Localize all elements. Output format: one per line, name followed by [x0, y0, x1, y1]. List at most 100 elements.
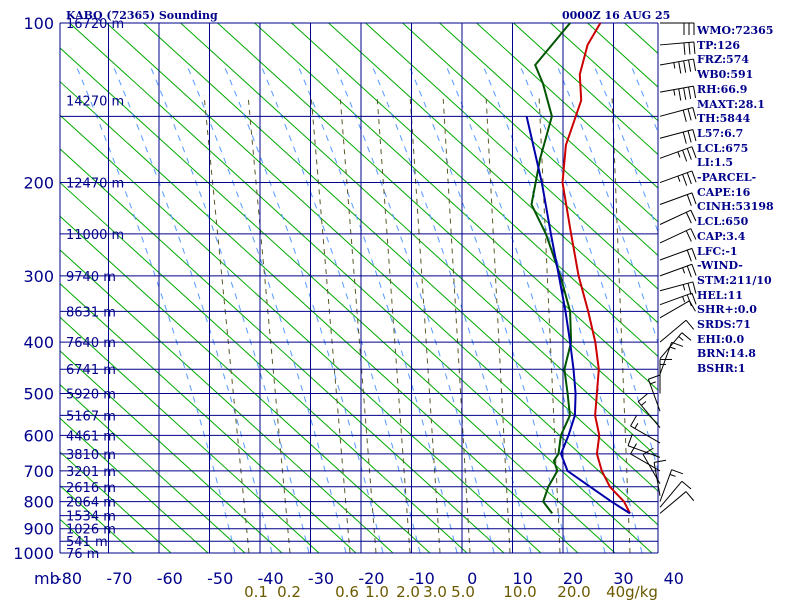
wind-barb-half-flag [673, 89, 676, 96]
mixing-ratio-line [339, 94, 377, 553]
pressure-tick-label: 200 [23, 174, 54, 193]
wind-barb [630, 415, 661, 444]
moist-adiabat-line [555, 62, 658, 345]
wind-barb-staff [627, 445, 661, 458]
wind-barb-half-flag [673, 62, 676, 69]
wind-barb-half-flag [682, 284, 686, 291]
wind-barb-staff [659, 41, 694, 46]
dry-adiabat-line [623, 23, 658, 55]
dry-adiabat-line [216, 23, 658, 425]
moist-adiabat-line [629, 62, 658, 134]
mixing-ratio-label: 2.0 [396, 583, 420, 600]
index-line: STM:211/10 [697, 273, 772, 287]
wind-barb [659, 107, 697, 122]
dewpoint-line [530, 23, 573, 515]
wind-barb-staff [653, 462, 661, 496]
mixing-ratio-line [310, 94, 351, 553]
wind-barb-flag [691, 192, 697, 205]
temperature-tick-label: -80 [56, 569, 82, 588]
wind-barb-flag [686, 148, 692, 160]
temperature-tick-label: -30 [308, 569, 334, 588]
height-label: 12470 m [66, 177, 124, 192]
mixing-ratio-line [247, 94, 291, 553]
wind-barb-flag [685, 491, 695, 502]
wind-barb-half-flag [641, 401, 647, 406]
wind-barb-flag [685, 319, 695, 330]
wind-barb-flag [681, 332, 692, 341]
wind-barb-staff [659, 209, 692, 225]
wind-barb [659, 341, 684, 375]
wind-barb [659, 247, 697, 262]
mixing-ratio-lines [203, 94, 631, 553]
wind-barb-staff [630, 425, 661, 444]
wind-barb-flag [692, 86, 697, 99]
wind-barb-staff [659, 319, 687, 343]
dry-adiabat-line [179, 23, 658, 459]
wind-barb [637, 393, 661, 428]
sounding-time: 0000Z 16 AUG 25 [562, 9, 671, 22]
moist-adiabat-line [407, 62, 569, 553]
dry-adiabat-line [475, 23, 658, 189]
wind-barb-flag [690, 209, 697, 222]
mixing-ratio-line [485, 94, 511, 553]
wind-barb-flag [682, 174, 688, 186]
mixing-ratio-line [203, 94, 250, 553]
height-label: 3810 m [66, 448, 116, 463]
wind-barb-half-flag [677, 175, 681, 182]
height-label: 7640 m [66, 336, 116, 351]
moist-adiabat-line [111, 62, 273, 553]
moist-adiabat-line [259, 62, 421, 553]
wind-barb-flag [686, 172, 692, 185]
wind-barb [659, 146, 697, 162]
moist-adiabat-line [518, 62, 658, 473]
dry-adiabat-line [60, 114, 542, 553]
wind-barb-flag [630, 415, 637, 427]
temperature-tick-label: -40 [258, 569, 284, 588]
wind-barb-flag [682, 149, 688, 162]
height-label: 5920 m [66, 387, 116, 402]
dry-adiabat-line [364, 23, 658, 290]
wind-barb [659, 58, 697, 74]
dry-adiabat-line [142, 23, 658, 492]
index-line: CAPE:16 [697, 185, 751, 199]
wind-barb-flag [648, 374, 660, 380]
temperature-tick-label: 0 [467, 569, 477, 588]
wind-barb [659, 192, 697, 207]
wind-barb-staff [659, 281, 693, 292]
wind-barb-flag [692, 129, 697, 142]
wind-barb [659, 358, 672, 394]
wind-barb [659, 469, 684, 502]
wind-barb [659, 228, 697, 244]
temperature-tick-label: 40 [664, 569, 684, 588]
height-label: 5167 m [66, 409, 116, 424]
moist-adiabat-line [370, 62, 532, 553]
wind-barb [659, 263, 697, 278]
wind-barb [659, 281, 697, 295]
dry-adiabat-line [586, 23, 658, 88]
index-line: HEL:11 [697, 288, 743, 302]
wind-barb-flag [691, 146, 697, 159]
temperature-tick-label: -10 [409, 569, 435, 588]
pressure-tick-label: 100 [23, 14, 54, 33]
dry-adiabat-line [105, 23, 658, 526]
wind-barb-flag [688, 42, 691, 55]
wind-barb-flag [692, 58, 697, 71]
wind-barb-half-flag [682, 296, 686, 303]
height-label: 11000 m [66, 228, 124, 243]
index-line: WMO:72365 [697, 24, 774, 37]
wind-barb-flag [692, 281, 697, 294]
pressure-tick-label: 900 [23, 520, 54, 539]
pressure-tick-label: 300 [23, 267, 54, 286]
wind-barb [659, 292, 697, 307]
dry-adiabat-line [60, 47, 616, 553]
index-line: BSHR:1 [697, 362, 746, 376]
wind-barb-flag [689, 300, 696, 312]
dry-adiabat-line [60, 148, 505, 553]
height-label: 1534 m [66, 510, 116, 525]
height-label: 14270 m [66, 94, 124, 109]
height-label: 4461 m [66, 429, 116, 444]
dry-adiabat-line [68, 23, 653, 553]
wind-barb-half-flag [677, 151, 681, 158]
